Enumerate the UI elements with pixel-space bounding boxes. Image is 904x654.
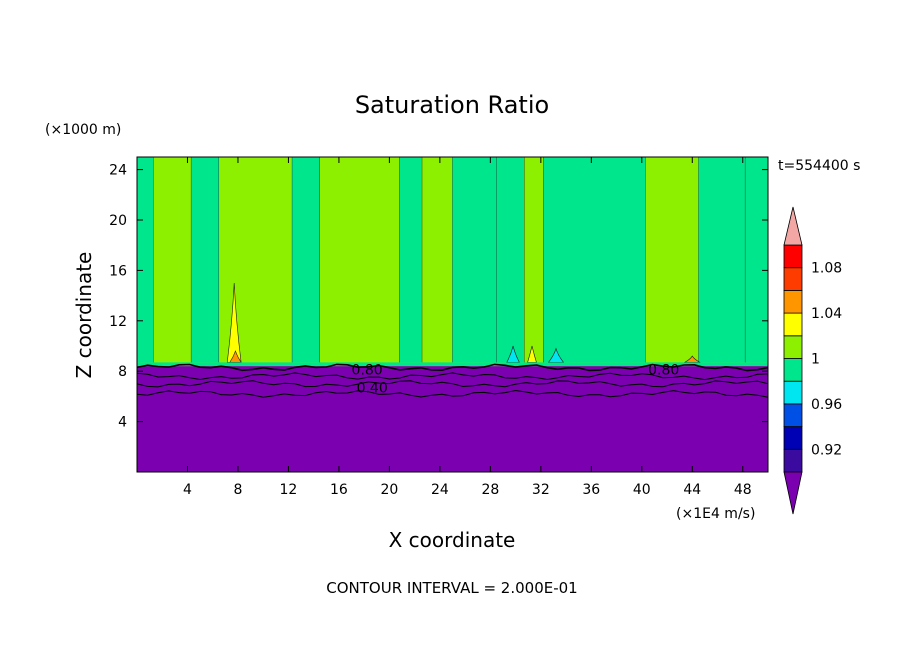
region-band-2 (191, 157, 220, 363)
colorbar-swatch-1 (783, 426, 803, 450)
contour-interval-footer: CONTOUR INTERVAL = 2.000E-01 (326, 579, 577, 597)
contour-line-2 (137, 380, 768, 388)
plume-5 (683, 355, 701, 363)
colorbar-swatch-2 (783, 403, 803, 427)
region-band-9 (496, 157, 525, 363)
y-units-label: (×1000 m) (45, 122, 121, 138)
x-tick-label-9: 40 (633, 482, 651, 498)
x-tick-label-2: 12 (280, 482, 298, 498)
plume-1 (229, 350, 242, 363)
contour-label-1: 0.40 (357, 380, 388, 396)
colorbar-swatch-4 (783, 358, 803, 382)
region-band-13 (698, 157, 746, 363)
x-tick-label-1: 8 (233, 482, 242, 498)
colorbar-tick-label-1: 0.96 (811, 397, 842, 413)
plot-content: 0.800.400.80 (137, 157, 768, 472)
x-units-label: (×1E4 m/s) (676, 506, 755, 522)
colorbar-swatch-5 (783, 335, 803, 359)
region-band-3 (219, 157, 293, 363)
colorbar-under-arrow (783, 471, 803, 515)
region-band-8 (452, 157, 497, 363)
contour-line-1 (137, 372, 768, 381)
chart-title: Saturation Ratio (355, 91, 549, 119)
contour-label-0: 0.80 (352, 363, 383, 379)
contour-line-0 (137, 363, 768, 372)
region-band-0 (137, 157, 154, 363)
contour-line-3 (137, 389, 768, 398)
colorbar-tick-label-3: 1.04 (811, 306, 842, 322)
region-band-12 (645, 157, 699, 363)
x-tick-label-4: 20 (380, 482, 398, 498)
region-band-5 (319, 157, 400, 363)
colorbar-swatch-6 (783, 312, 803, 337)
colorbar-tick-label-2: 1 (811, 352, 820, 368)
colorbar-swatch-3 (783, 380, 803, 405)
plot-area: 0.800.400.80 (137, 157, 768, 472)
plot-frame (136, 156, 769, 473)
colorbar-tick-label-4: 1.08 (811, 261, 842, 277)
y-tick-label-2: 12 (109, 314, 127, 330)
region-band-11 (543, 157, 646, 363)
region-band-7 (422, 157, 453, 363)
interface-band (137, 362, 768, 367)
x-tick-label-7: 32 (532, 482, 550, 498)
x-tick-label-10: 44 (683, 482, 701, 498)
colorbar-swatch-7 (783, 289, 803, 314)
plume-2 (527, 345, 537, 363)
time-label: t=554400 s (778, 158, 860, 174)
y-tick-label-3: 16 (109, 263, 127, 279)
colorbar-tick-label-0: 0.92 (811, 442, 842, 458)
y-tick-label-4: 20 (109, 213, 127, 229)
colorbar-swatch-0 (783, 448, 803, 473)
contour-label-2: 0.80 (648, 363, 679, 379)
y-tick-label-0: 4 (118, 415, 127, 431)
region-band-14 (745, 157, 768, 363)
x-tick-label-11: 48 (734, 482, 752, 498)
colorbar: 0.92 0.96 1 1.04 1.08 (783, 206, 842, 515)
y-axis-title: Z coordinate (72, 252, 96, 379)
x-tick-label-3: 16 (330, 482, 348, 498)
x-tick-label-6: 28 (481, 482, 499, 498)
plume-0 (226, 282, 242, 363)
y-tick-label-1: 8 (118, 364, 127, 380)
plume-3 (506, 345, 520, 363)
x-tick-label-0: 4 (183, 482, 192, 498)
colorbar-swatch-9 (783, 244, 803, 269)
x-axis-title: X coordinate (389, 528, 516, 552)
x-tick-label-8: 36 (582, 482, 600, 498)
region-band-1 (153, 157, 192, 363)
plume-4 (547, 347, 565, 363)
colorbar-swatch-8 (783, 267, 803, 291)
region-band-10 (524, 157, 544, 363)
y-tick-label-5: 24 (109, 163, 127, 179)
lower-layer (137, 366, 768, 472)
x-tick-label-5: 24 (431, 482, 449, 498)
colorbar-over-arrow (783, 206, 803, 246)
region-band-4 (292, 157, 320, 363)
region-band-6 (399, 157, 423, 363)
